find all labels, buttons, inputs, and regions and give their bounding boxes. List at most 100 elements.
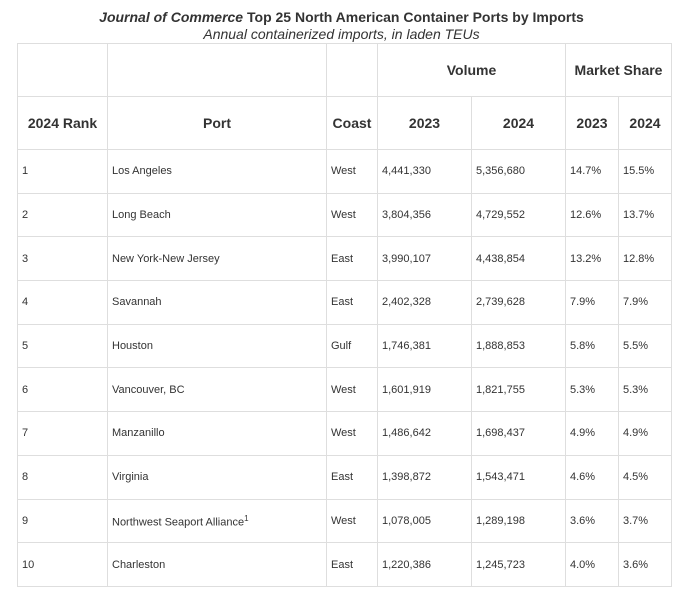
volume-2023-cell-text: 1,078,005 [382,514,431,527]
share-2024-cell-text: 15.5% [623,165,655,178]
volume-2024-cell-text: 1,543,471 [476,471,525,484]
table-row: 7 Manzanillo West 1,486,642 1,698,437 4.9% 4.9… [17,411,672,456]
coast-cell-text: West [331,514,356,527]
header-share-2024: 2024 [618,96,672,150]
share-2024-cell: 3.6% [618,542,672,587]
share-2023-cell: 3.6% [565,498,619,544]
rank-cell-text: 7 [22,427,29,440]
share-2023-cell-text: 4.6% [570,471,596,484]
footnote-marker: 1 [244,513,249,523]
share-2024-cell: 5.3% [618,367,672,413]
table-row: 9 Northwest Seaport Alliance1 West 1,078,00… [17,498,672,544]
share-2024-cell-text: 5.5% [623,340,649,353]
volume-2023-cell-text: 1,220,386 [382,558,431,571]
volume-2023-cell-text: 4,441,330 [382,165,431,178]
share-2024-cell: 4.9% [618,411,672,456]
volume-2023-cell: 1,398,872 [377,454,472,500]
coast-cell: West [326,498,378,544]
share-2023-cell: 4.0% [565,542,619,587]
rank-cell: 9 [17,498,108,544]
volume-2024-cell: 4,438,854 [471,236,566,282]
port-cell: Manzanillo [107,411,327,456]
header-row: 2024 Rank Port Coast 2023 2024 2023 2024 [17,96,672,150]
rank-cell-text: 6 [22,383,29,396]
share-2024-cell: 4.5% [618,454,672,500]
volume-2024-cell: 1,289,198 [471,498,566,544]
coast-cell-text: West [331,427,356,440]
volume-2024-cell: 1,543,471 [471,454,566,500]
rank-cell: 2 [17,192,108,238]
port-cell-text: Manzanillo [112,427,165,440]
volume-2023-cell: 3,804,356 [377,192,472,238]
title-text: Top 25 North American Container Ports by… [243,9,584,25]
table-body: 1 Los Angeles West 4,441,330 5,356,680 14.7% 1… [17,149,672,587]
coast-cell: Gulf [326,323,378,369]
header-port: Port [107,96,327,150]
volume-2024-cell-text: 1,245,723 [476,558,525,571]
volume-2023-cell: 1,746,381 [377,323,472,369]
share-2024-cell: 7.9% [618,280,672,325]
port-cell: Houston [107,323,327,369]
port-cell: Northwest Seaport Alliance1 [107,498,327,544]
rank-cell-text: 4 [22,296,29,309]
volume-2023-cell-text: 1,486,642 [382,427,431,440]
rank-cell-text: 2 [22,209,29,222]
volume-2023-cell-text: 1,398,872 [382,471,431,484]
rank-cell: 5 [17,323,108,369]
port-cell-text: Long Beach [112,209,171,222]
share-2023-cell: 5.8% [565,323,619,369]
port-cell: New York-New Jersey [107,236,327,282]
volume-2023-cell: 4,441,330 [377,149,472,194]
rank-cell-text: 10 [22,558,35,571]
volume-2024-cell-text: 1,821,755 [476,383,525,396]
coast-cell-text: West [331,209,356,222]
volume-2024-cell: 2,739,628 [471,280,566,325]
table-row: 1 Los Angeles West 4,441,330 5,356,680 14.7% 1… [17,149,672,194]
port-cell: Los Angeles [107,149,327,194]
coast-cell: West [326,192,378,238]
volume-2023-cell-text: 3,990,107 [382,252,431,265]
port-cell: Vancouver, BC [107,367,327,413]
table-row: 3 New York-New Jersey East 3,990,107 4,438,8… [17,236,672,282]
coast-cell-text: East [331,471,354,484]
table-row: 4 Savannah East 2,402,328 2,739,628 7.9% 7.9% [17,280,672,325]
rank-cell: 6 [17,367,108,413]
volume-2024-cell: 4,729,552 [471,192,566,238]
share-2024-cell-text: 5.3% [623,383,649,396]
share-2023-cell: 4.6% [565,454,619,500]
header-volume-2024: 2024 [471,96,566,150]
rank-cell-text: 3 [22,252,29,265]
table-title: Journal of Commerce Top 25 North America… [0,9,683,25]
volume-2024-cell: 1,888,853 [471,323,566,369]
rank-cell: 1 [17,149,108,194]
share-2024-cell: 3.7% [618,498,672,544]
volume-2024-cell: 1,698,437 [471,411,566,456]
share-2023-cell: 14.7% [565,149,619,194]
coast-cell-text: East [331,252,354,265]
share-2024-cell-text: 3.6% [623,558,649,571]
rank-cell-text: 9 [22,514,29,527]
header-empty-rank [17,43,108,97]
coast-cell: West [326,367,378,413]
port-cell-text: Savannah [112,296,162,309]
port-cell-text: New York-New Jersey [112,252,220,265]
share-2024-cell-text: 3.7% [623,514,649,527]
header-empty-coast [326,43,378,97]
volume-2024-cell-text: 5,356,680 [476,165,525,178]
rank-cell-text: 8 [22,471,29,484]
port-cell: Long Beach [107,192,327,238]
volume-2024-cell-text: 4,729,552 [476,209,525,222]
volume-2023-cell: 1,601,919 [377,367,472,413]
share-2023-cell-text: 5.3% [570,383,596,396]
volume-2023-cell: 2,402,328 [377,280,472,325]
share-2023-cell-text: 3.6% [570,514,596,527]
share-2023-cell: 5.3% [565,367,619,413]
port-cell-text: Northwest Seaport Alliance [112,516,245,529]
rank-cell-text: 5 [22,340,29,353]
share-2023-cell-text: 4.0% [570,558,596,571]
share-2023-cell-text: 12.6% [570,209,602,222]
coast-cell: West [326,411,378,456]
header-volume: Volume [377,43,566,97]
share-2024-cell-text: 4.9% [623,427,649,440]
share-2023-cell: 4.9% [565,411,619,456]
